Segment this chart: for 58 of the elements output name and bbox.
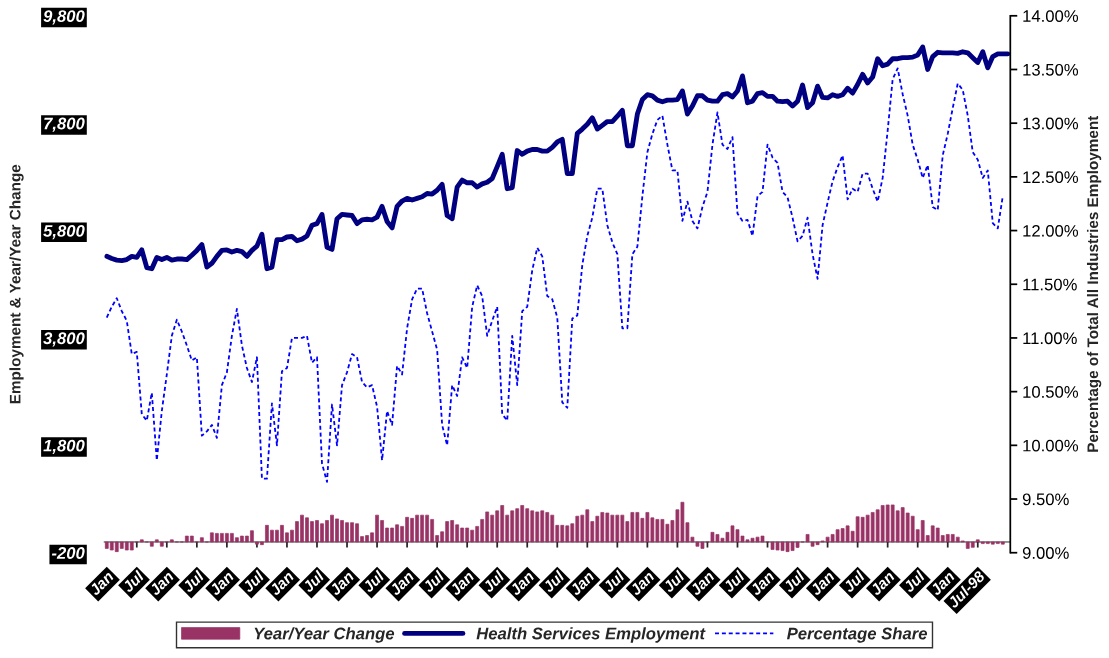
y2-tick-label: 9.00% [1022, 547, 1069, 559]
x-tick-label: Jan [569, 570, 595, 597]
x-tick-label: Jul [121, 569, 145, 594]
x-tick-label: Jan [449, 570, 475, 597]
bar [129, 541, 134, 551]
x-tick-label: Jan [869, 570, 896, 597]
x-tick-label: Jul [541, 569, 566, 594]
x-tick-label: Jan [809, 570, 836, 597]
y-tick-label: 3,800 [43, 332, 85, 347]
y2-tick-label: 12.00% [1023, 224, 1079, 237]
x-tick-label: Jan [629, 570, 655, 597]
x-tick-label: Jan [328, 570, 355, 597]
x-tick-label: Jul [661, 569, 686, 594]
y2-tick-label: 10.00% [1023, 439, 1079, 452]
x-tick-label: Jul [842, 569, 866, 594]
y-tick-label: 1,800 [43, 439, 85, 454]
bar [159, 541, 164, 547]
x-tick-label: Jul [301, 569, 326, 594]
bar [169, 539, 174, 543]
legend-label: Year/Year Change [254, 627, 395, 643]
bar [1000, 541, 1005, 545]
legend-label: Percentage Share [786, 627, 928, 643]
x-tick-label: Jul [902, 569, 926, 594]
y2-axis-title: Percentage of Total All Industries Employment [1086, 115, 1102, 452]
y-tick-label: -200 [51, 547, 85, 559]
x-tick-label: Jan [268, 570, 295, 597]
x-tick-label: Jul [782, 569, 806, 594]
legend-label: Health Services Employment [476, 627, 706, 643]
bar [139, 539, 144, 543]
x-tick-label: Jul [421, 569, 446, 594]
x-tick-label: Jan [88, 570, 115, 597]
bar [200, 537, 204, 543]
x-tick-label: Jul [181, 569, 205, 594]
x-tick-label: Jul [481, 569, 506, 594]
y-tick-label: 9,800 [43, 10, 85, 25]
x-tick-label: Jan [208, 570, 235, 597]
line-series [105, 67, 1004, 483]
y2-tick-label: 11.50% [1023, 278, 1077, 291]
y2-tick-label: 11.00% [1023, 332, 1077, 345]
x-tick-label: Jan [509, 570, 535, 597]
x-tick-label: Jul [722, 569, 746, 594]
y2-tick-label: 13.50% [1023, 63, 1079, 76]
line-series [104, 44, 1011, 272]
x-tick-label: Jan [389, 570, 415, 597]
y-tick-label: 7,800 [44, 117, 85, 132]
x-tick-label: Jan [148, 570, 175, 597]
x-tick-label: Jul [241, 569, 266, 594]
y2-tick-label: 12.50% [1023, 171, 1079, 184]
y-axis-title: Employment & Year/Year Change [9, 164, 24, 404]
y2-tick-label: 10.50% [1023, 386, 1079, 398]
y2-tick-label: 13.00% [1023, 117, 1079, 130]
x-tick-label: Jul [601, 569, 626, 594]
x-tick-label: Jan [689, 570, 715, 597]
y2-tick-label: 9.50% [1022, 493, 1069, 506]
x-tick-label: Jan [749, 570, 775, 597]
y2-tick-label: 14.00% [1023, 10, 1079, 22]
y-tick-label: 5,800 [43, 224, 85, 240]
x-tick-label: Jul [361, 569, 386, 594]
